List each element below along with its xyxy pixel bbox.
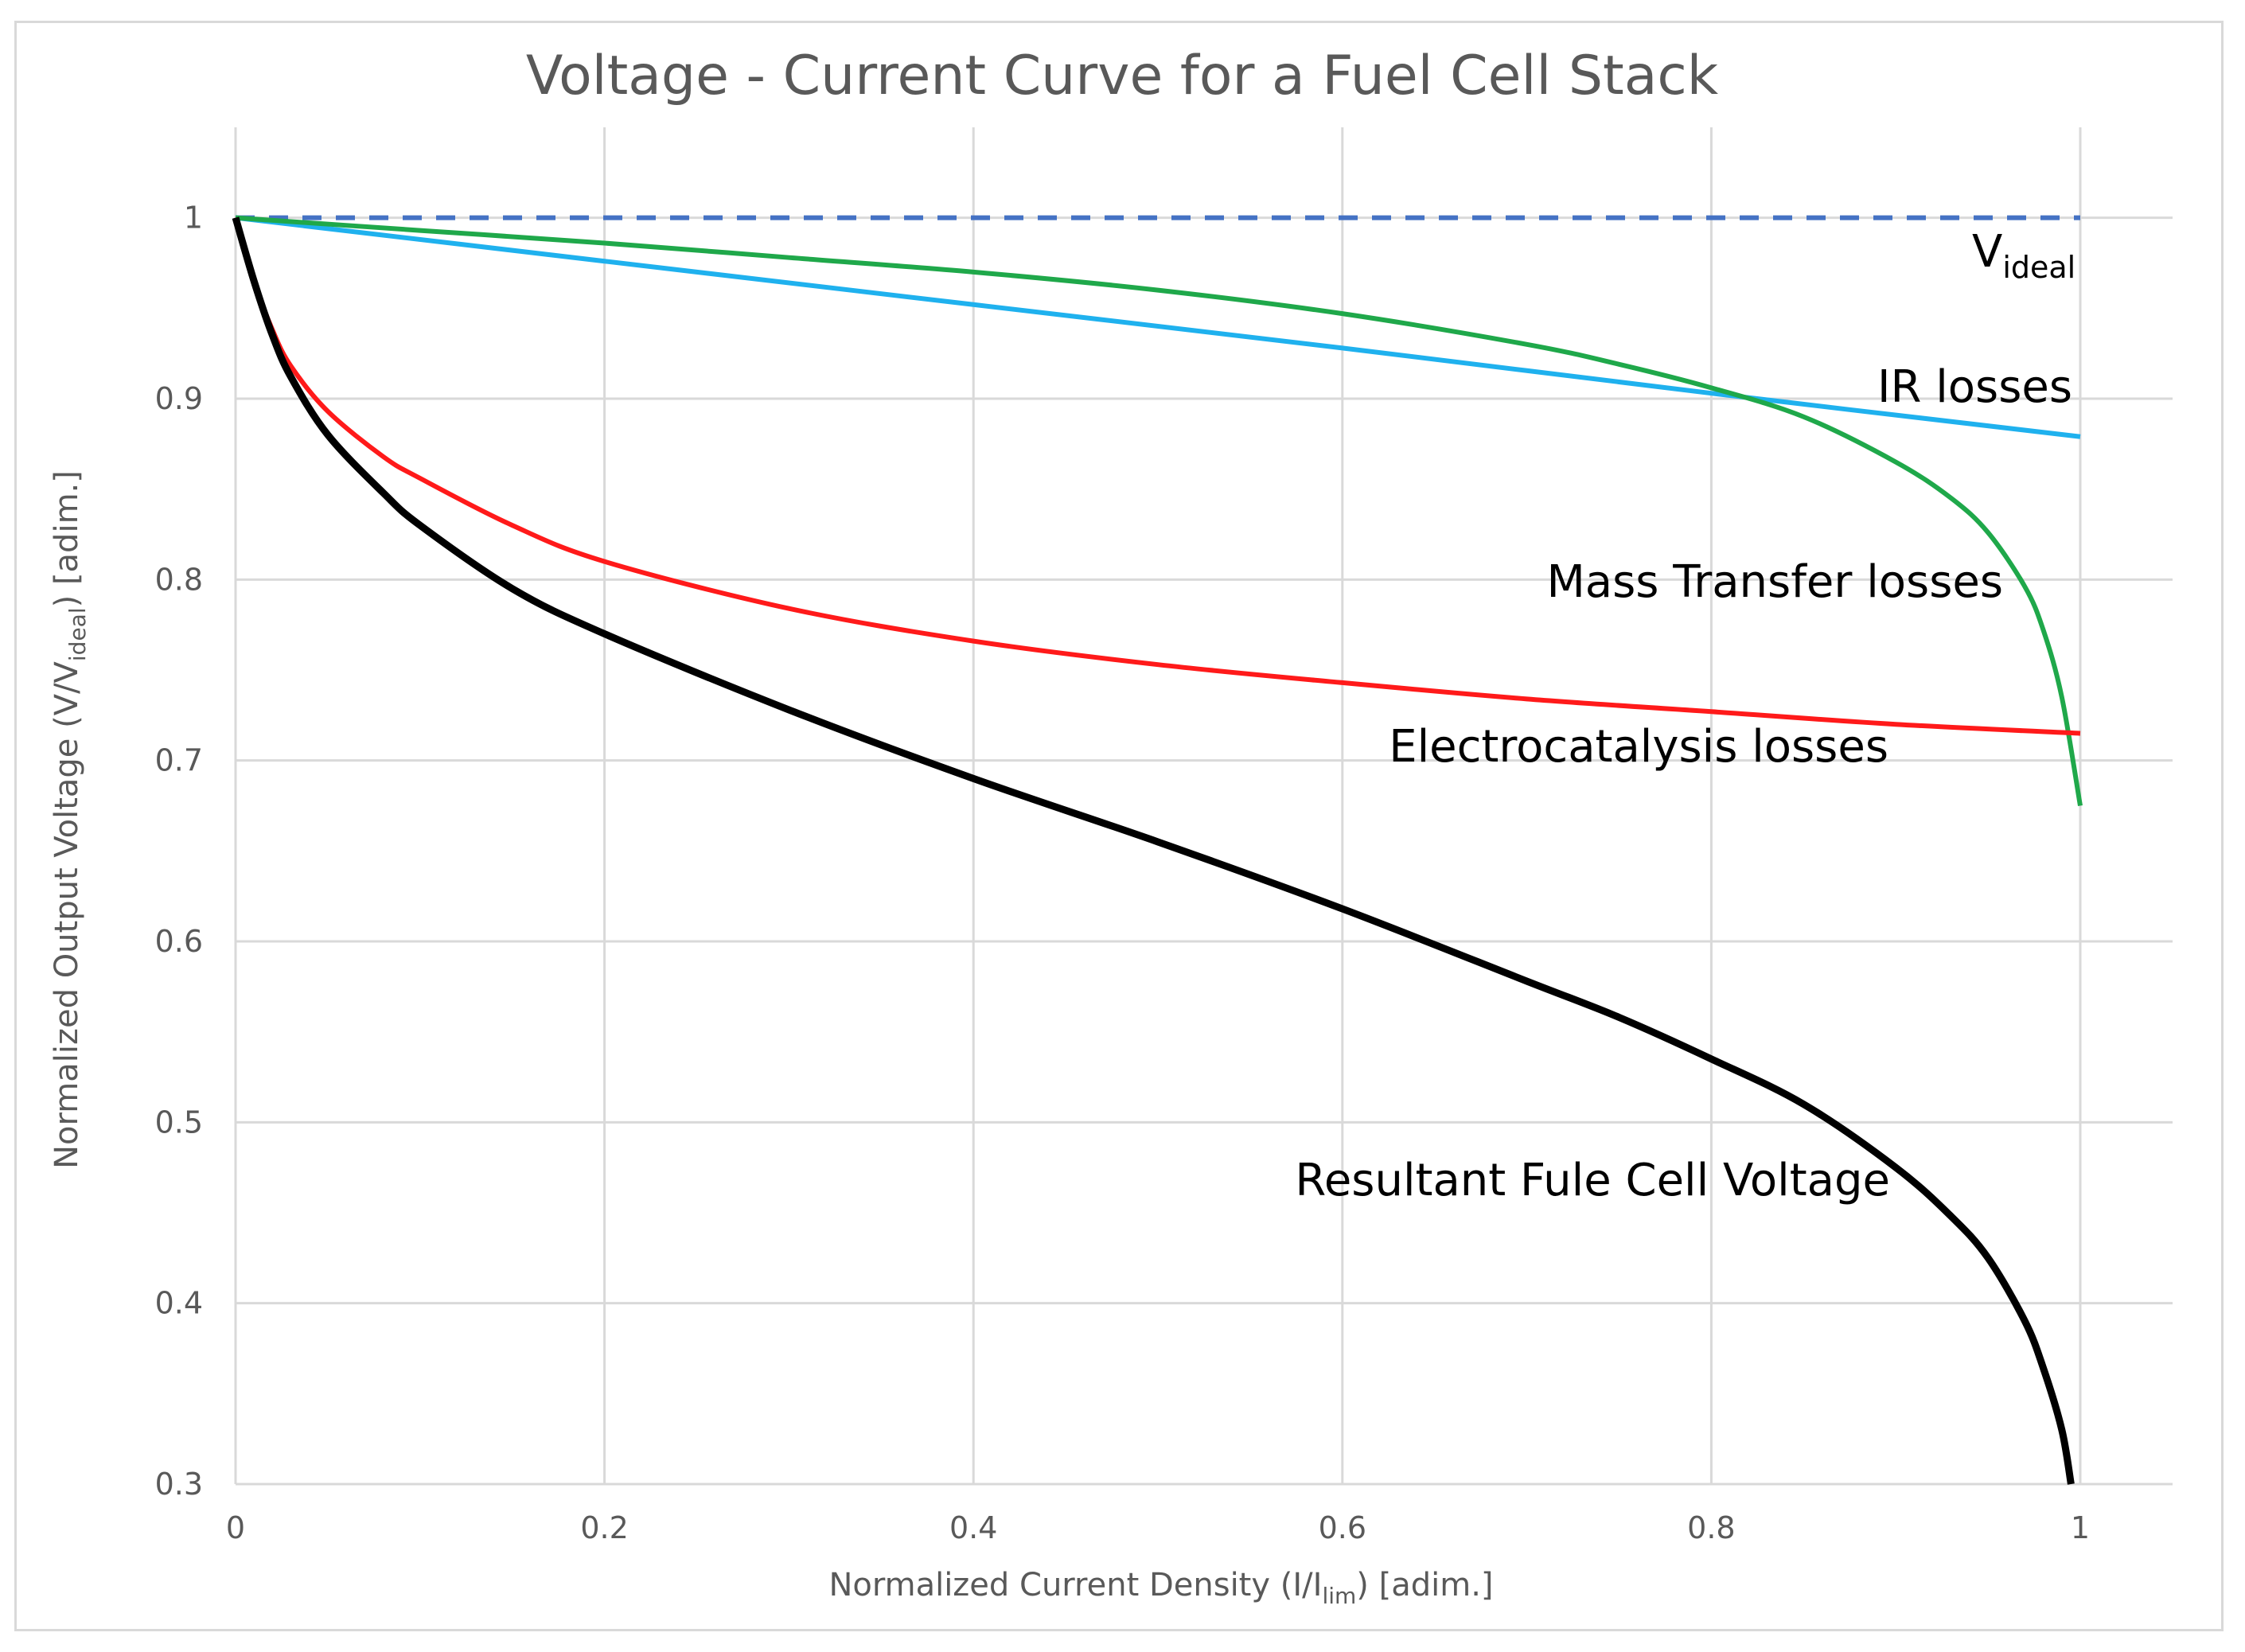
- series-line-ir-losses: [235, 215, 2081, 439]
- y-tick-label-4: 0.7: [155, 743, 203, 778]
- chart-title: Voltage - Current Curve for a Fuel Cell …: [526, 45, 1719, 107]
- y-tick-label-2: 0.5: [155, 1105, 203, 1140]
- series-line-electrocatalysis-losses: [233, 216, 2081, 736]
- x-tick-label-0: 0: [226, 1510, 245, 1545]
- x-tick-label-3: 0.6: [1319, 1510, 1366, 1545]
- y-tick-label-3: 0.6: [155, 924, 203, 959]
- series-line-resultant-fule-cell-voltage: [232, 216, 2075, 1485]
- y-tick-label-7: 1: [184, 201, 203, 236]
- vertical-gridlines: [234, 127, 2082, 1484]
- y-tick-label-1: 0.4: [155, 1286, 203, 1321]
- x-tick-label-1: 0.2: [580, 1510, 628, 1545]
- y-axis-label: Normalized Output Voltage (V/Videal) [ad…: [49, 470, 91, 1169]
- y-tick-label-6: 0.9: [155, 381, 203, 416]
- y-tick-labels: 0.3 0.4 0.5 0.6 0.7 0.8 0.9 1: [155, 201, 203, 1502]
- annotation-mass-transfer-losses: Mass Transfer losses: [1546, 556, 2003, 608]
- series-lines: [232, 215, 2083, 1485]
- series-line-mass-transfer-losses: [235, 215, 2083, 807]
- annotation-resultant-voltage: Resultant Fule Cell Voltage: [1295, 1155, 1890, 1206]
- annotation-ir-losses: IR losses: [1877, 361, 2072, 413]
- x-tick-label-2: 0.4: [949, 1510, 997, 1545]
- y-tick-label-0: 0.3: [155, 1467, 203, 1502]
- annotation-v-ideal: Videal: [1972, 226, 2075, 285]
- x-axis-label: Normalized Current Density (I/Ilim) [adi…: [828, 1567, 1493, 1609]
- x-tick-labels: 0 0.2 0.4 0.6 0.8 1: [226, 1510, 2090, 1545]
- annotation-electrocatalysis-losses: Electrocatalysis losses: [1389, 721, 1888, 773]
- x-tick-label-5: 1: [2071, 1510, 2090, 1545]
- y-tick-label-5: 0.8: [155, 562, 203, 597]
- x-tick-label-4: 0.8: [1687, 1510, 1735, 1545]
